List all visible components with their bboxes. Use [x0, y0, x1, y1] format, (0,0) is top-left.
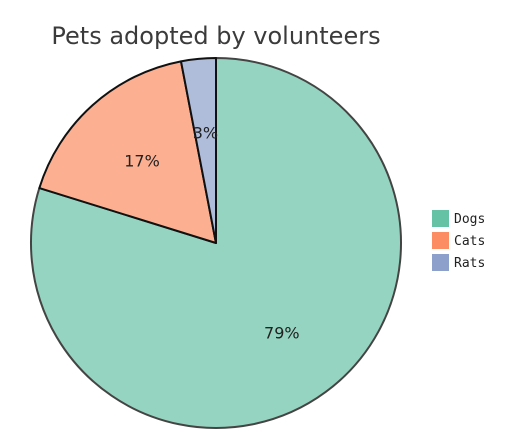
slice-label-dogs: 79% — [264, 323, 300, 342]
pie-slice-labels: 79% 17% 3% — [124, 124, 299, 343]
legend-swatch-cats — [432, 232, 449, 249]
legend-label-dogs: Dogs — [454, 212, 485, 227]
slice-label-rats: 3% — [193, 124, 218, 143]
chart-legend: Dogs Cats Rats — [432, 210, 485, 271]
pie-slices — [29, 57, 402, 429]
chart-title: Pets adopted by volunteers — [51, 22, 380, 50]
pie-slice-dogs — [29, 57, 402, 429]
legend-swatch-rats — [432, 254, 449, 271]
legend-label-rats: Rats — [454, 256, 485, 271]
pie-slice-cats — [38, 60, 217, 244]
legend-label-cats: Cats — [454, 234, 485, 249]
slice-label-cats: 17% — [124, 151, 160, 170]
pie-slice-rats — [179, 57, 217, 244]
legend-swatch-dogs — [432, 210, 449, 227]
